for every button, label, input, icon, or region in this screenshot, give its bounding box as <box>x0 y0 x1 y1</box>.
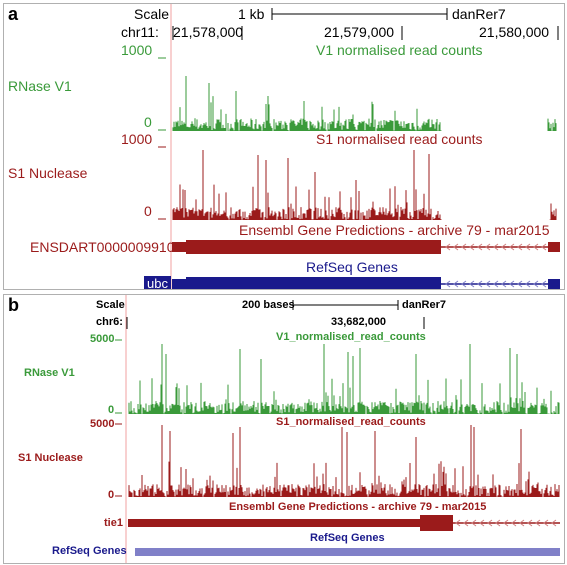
strand-chevron <box>533 243 539 251</box>
strand-chevron <box>469 280 475 288</box>
strand-chevron <box>445 280 451 288</box>
strand-chevron <box>485 280 491 288</box>
strand-chevron <box>541 243 547 251</box>
strand-chevron <box>519 519 525 527</box>
s1-ymin-label: 0 <box>108 489 115 501</box>
refseq-gene-label[interactable]: ubc <box>144 276 171 289</box>
strand-chevron <box>477 243 483 251</box>
strand-chevron <box>463 519 469 527</box>
v1-ymin-label: 0 <box>108 404 115 416</box>
scale-bar-label: 1 kb <box>238 6 265 22</box>
refseq-track-title: RefSeq Genes <box>310 532 385 544</box>
position-tick-label: 21,580,000 <box>479 24 550 40</box>
ensembl-track-title: Ensembl Gene Predictions - archive 79 - … <box>229 501 487 513</box>
strand-chevron <box>517 243 523 251</box>
strand-chevron <box>501 280 507 288</box>
strand-chevron <box>469 243 475 251</box>
v1-signal-track <box>127 344 560 414</box>
scale-label: Scale <box>96 299 125 311</box>
s1-signal-track <box>171 150 557 220</box>
s1-track-label: S1 Nuclease <box>8 165 88 181</box>
strand-chevron <box>511 519 517 527</box>
strand-chevron <box>477 280 483 288</box>
strand-chevron <box>503 519 509 527</box>
v1-track-label: RNase V1 <box>8 78 72 94</box>
s1-track-title: S1_normalised_read_counts <box>276 416 426 428</box>
strand-chevron <box>461 280 467 288</box>
strand-chevron <box>541 280 547 288</box>
v1-ymax-label: 1000 <box>121 42 153 58</box>
ensembl-gene-model <box>172 240 560 254</box>
s1-track-label: S1 Nuclease <box>18 452 83 464</box>
ensembl-track-title: Ensembl Gene Predictions - archive 79 - … <box>239 222 550 238</box>
ensembl-transcript-label[interactable]: ENSDART00000099105 <box>30 239 183 255</box>
panel-a-tracks <box>158 4 560 289</box>
strand-chevron <box>517 280 523 288</box>
strand-chevron <box>493 280 499 288</box>
v1-signal-track <box>171 76 557 131</box>
panel-label: b <box>8 295 19 315</box>
strand-chevron <box>509 243 515 251</box>
refseq-gene-label[interactable]: RefSeq Genes <box>52 545 127 557</box>
s1-signal-track <box>127 425 560 497</box>
v1-track-label: RNase V1 <box>24 367 75 379</box>
strand-chevron <box>487 519 493 527</box>
strand-chevron <box>445 243 451 251</box>
position-tick-label: 21,579,000 <box>324 24 395 40</box>
position-tick-label: 21,578,000 <box>173 24 244 40</box>
chromosome-label: chr6: <box>96 316 123 328</box>
ensembl-gene-model <box>128 515 560 531</box>
strand-chevron <box>461 243 467 251</box>
strand-chevron <box>453 243 459 251</box>
v1-ymin-label: 0 <box>144 114 152 130</box>
strand-chevron <box>455 519 461 527</box>
s1-ymin-label: 0 <box>144 203 152 219</box>
assembly-label: danRer7 <box>452 6 506 22</box>
strand-chevron <box>509 280 515 288</box>
refseq-track-title: RefSeq Genes <box>306 259 398 275</box>
strand-chevron <box>527 519 533 527</box>
refseq-gene-model <box>135 548 560 556</box>
panel-a: a Scale 1 kb danRer7 chr11: 21,578,000 2… <box>3 3 565 290</box>
panel-b-tracks <box>115 295 560 563</box>
strand-chevron <box>453 280 459 288</box>
position-tick-label: 33,682,000 <box>331 316 387 328</box>
strand-chevron <box>533 280 539 288</box>
ensembl-transcript-label[interactable]: tie1 <box>104 517 123 529</box>
strand-chevron <box>495 519 501 527</box>
strand-chevron <box>485 243 491 251</box>
strand-chevron <box>501 243 507 251</box>
strand-chevron <box>479 519 485 527</box>
scale-bar-label: 200 bases <box>242 299 295 311</box>
strand-chevron <box>471 519 477 527</box>
scale-label: Scale <box>134 6 170 22</box>
strand-chevron <box>525 243 531 251</box>
s1-ymax-label: 1000 <box>121 131 153 147</box>
v1-track-title: V1_normalised_read_counts <box>276 331 426 343</box>
s1-ymax-label: 5000 <box>90 418 115 430</box>
strand-chevron <box>551 519 557 527</box>
chromosome-label: chr11: <box>121 24 159 40</box>
strand-chevron <box>535 519 541 527</box>
panel-label: a <box>8 4 19 24</box>
v1-track-title: V1 normalised read counts <box>316 42 483 58</box>
s1-track-title: S1 normalised read counts <box>316 131 483 147</box>
v1-ymax-label: 5000 <box>90 333 115 345</box>
refseq-gene-model <box>172 277 560 289</box>
panel-b: b Scale 200 bases danRer7 chr6: 33,682,0… <box>3 294 565 564</box>
assembly-label: danRer7 <box>402 299 447 311</box>
strand-chevron <box>525 280 531 288</box>
strand-chevron <box>493 243 499 251</box>
strand-chevron <box>543 519 549 527</box>
